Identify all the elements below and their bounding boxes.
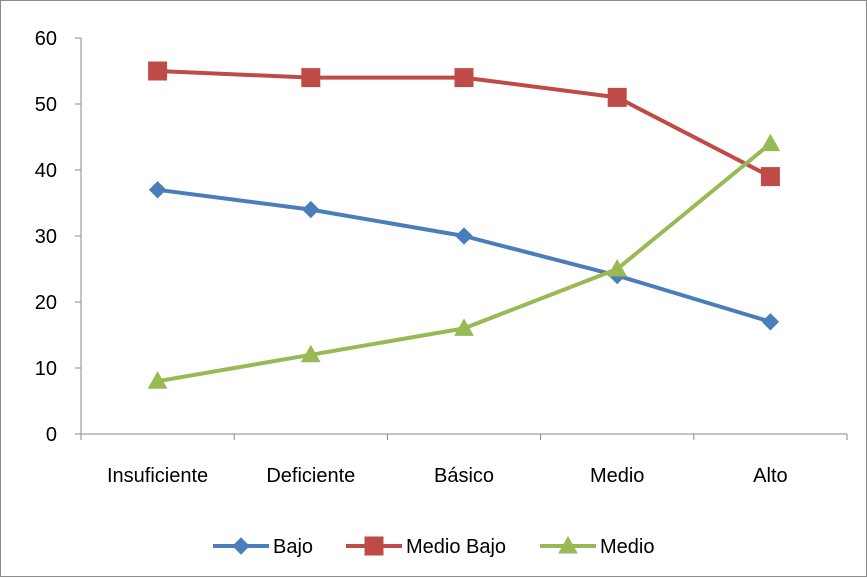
y-tick-label: 20	[35, 292, 57, 314]
x-axis-ticks: Insuficiente Deficiente Básico Medio Alto	[81, 434, 847, 487]
legend-item: Medio	[540, 536, 654, 558]
legend-item: Medio Bajo	[346, 536, 506, 558]
data-point-square	[761, 168, 779, 186]
y-axis-ticks: 0 10 20 30 40 50 60	[35, 28, 81, 446]
series-group	[149, 62, 780, 388]
y-tick-label: 40	[35, 160, 57, 182]
y-tick-label: 10	[35, 358, 57, 380]
y-tick-label: 30	[35, 226, 57, 248]
x-tick-label: Deficiente	[266, 465, 355, 487]
y-tick-label: 50	[35, 94, 57, 116]
data-point-square	[302, 69, 320, 87]
series-line	[158, 144, 771, 382]
series-bajo	[150, 182, 779, 330]
legend-item: Bajo	[213, 536, 313, 558]
series-medio-bajo	[149, 62, 780, 186]
legend-marker-diamond	[233, 538, 249, 554]
legend-label: Medio Bajo	[406, 536, 506, 558]
data-point-diamond	[150, 182, 166, 198]
x-tick-label: Insuficiente	[107, 465, 208, 487]
x-tick-label: Medio	[590, 465, 644, 487]
legend: Bajo Medio Bajo Medio	[213, 536, 654, 558]
series-line	[158, 190, 771, 322]
legend-label: Medio	[600, 536, 654, 558]
y-tick-label: 60	[35, 28, 57, 50]
data-point-square	[608, 88, 626, 106]
x-tick-label: Alto	[753, 465, 787, 487]
y-tick-label: 0	[46, 424, 57, 446]
data-point-square	[455, 69, 473, 87]
legend-marker-square	[365, 537, 383, 555]
data-point-diamond	[303, 202, 319, 218]
data-point-square	[149, 62, 167, 80]
legend-label: Bajo	[273, 536, 313, 558]
x-tick-label: Básico	[434, 465, 494, 487]
data-point-diamond	[456, 228, 472, 244]
data-point-triangle	[761, 135, 779, 151]
data-point-diamond	[762, 314, 778, 330]
series-medio	[149, 135, 780, 389]
